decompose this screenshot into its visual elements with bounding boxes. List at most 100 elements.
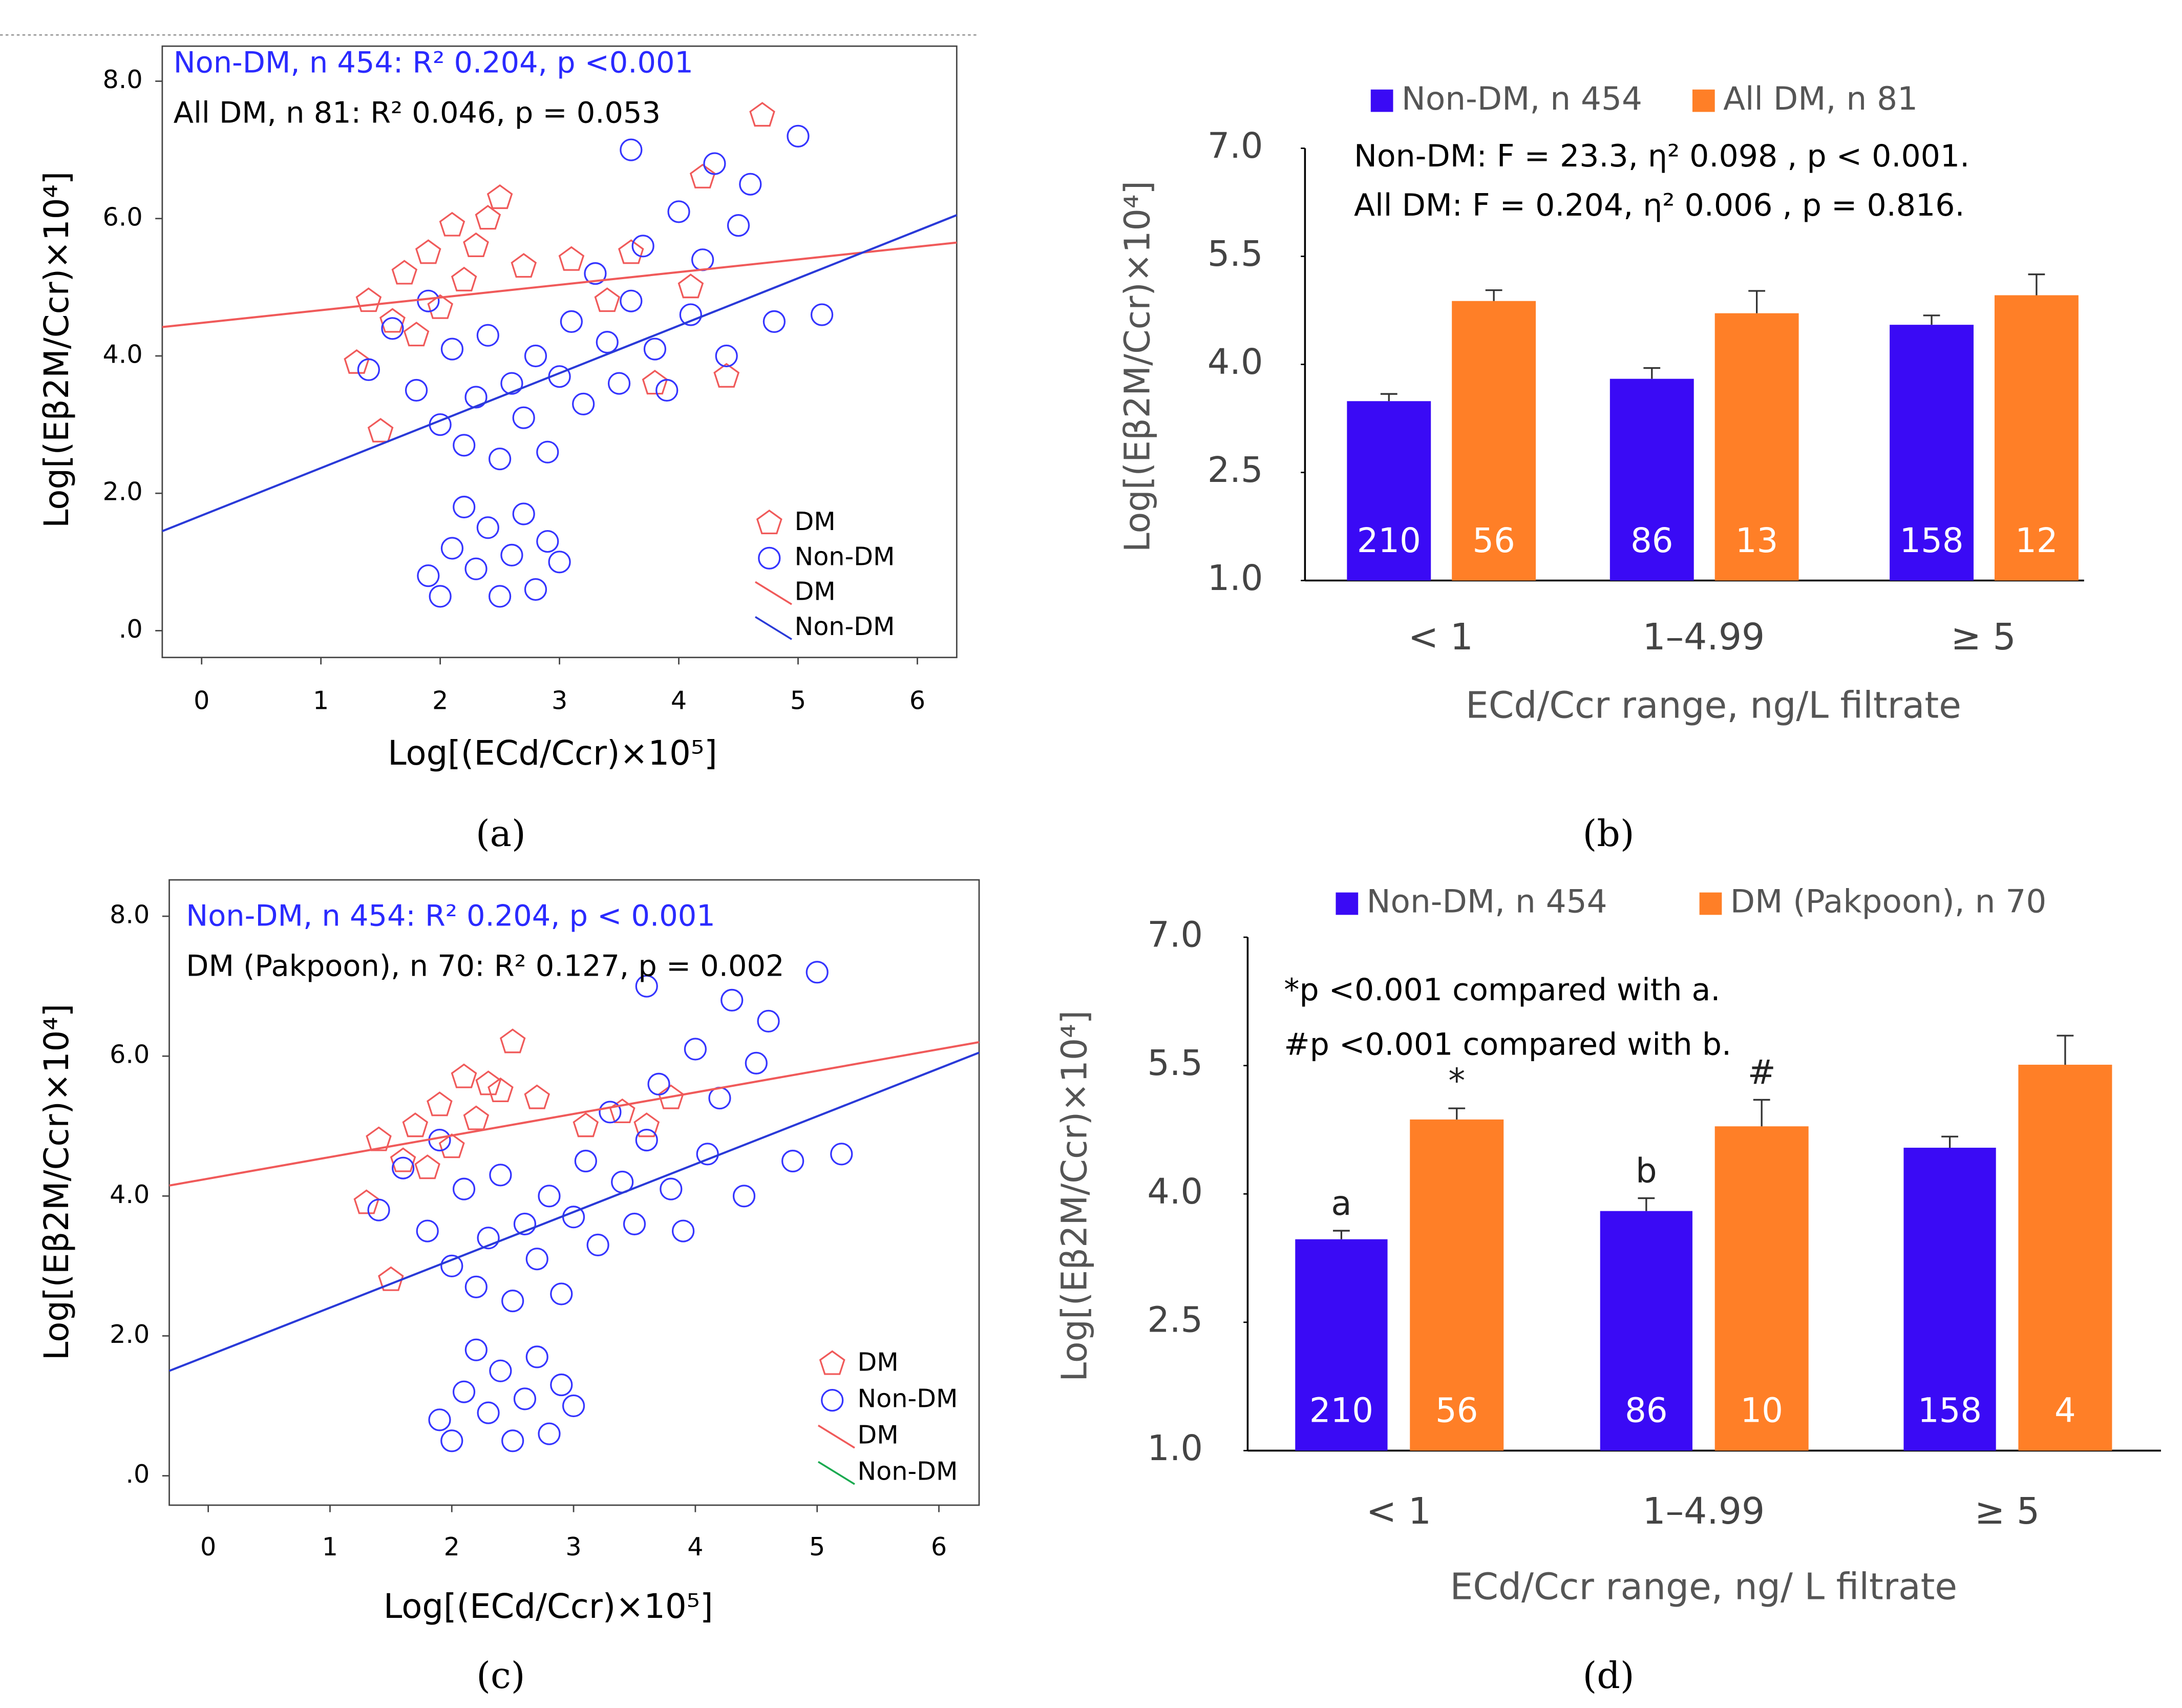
non-dm-point [440,338,464,361]
legend-swatch [1692,89,1715,112]
non-dm-point [501,1429,524,1452]
x-tick-label: 4 [671,686,687,715]
non-dm-point [381,317,404,340]
non-dm-point [671,1219,695,1242]
non-dm-point [525,1345,548,1368]
non-dm-point [721,988,744,1012]
legend-label: DM [857,1347,898,1377]
bar-letter: b [1636,1151,1657,1190]
x-tick-label: 1–4.99 [1642,1490,1765,1532]
bar-count: 86 [1630,521,1673,560]
bar-count: 158 [1899,521,1963,560]
panel-label: (d) [1583,1654,1635,1697]
dm-point [390,1147,416,1172]
non-dm-point [417,564,440,587]
bar-count: 158 [1918,1391,1982,1430]
bar-letter: * [1448,1062,1465,1101]
y-tick-label: 4.0 [1147,1172,1203,1212]
error-bar [1941,1135,1958,1148]
non-dm-point [452,1177,476,1200]
dm-point [391,260,418,285]
x-tick-label: 2 [432,686,448,715]
non-dm-point [453,434,476,457]
non-dm-point [440,537,464,560]
non-dm-point [500,543,523,567]
legend-marker [821,1388,844,1412]
error-bar [1643,367,1661,379]
x-tick-label: < 1 [1408,616,1473,658]
dm-point [415,239,441,264]
bar-count: 86 [1625,1391,1667,1430]
non-dm-point [512,502,535,525]
legend-label: Non-DM [857,1457,958,1486]
non-dm-point [679,303,702,326]
non-dm-point [586,1233,609,1257]
panel-label: (c) [476,1654,525,1697]
non-dm-point [524,578,547,601]
x-axis-label: Log[(ECd/Ccr)×10⁵] [388,734,717,773]
dm-point [367,418,394,442]
dm-point [414,1154,440,1179]
x-tick-label: < 1 [1366,1490,1431,1532]
y-tick-label: 7.0 [1147,915,1203,956]
non-dm-point [488,448,512,471]
non-dm-point [635,1128,658,1152]
legend-label: Non-DM [794,611,895,641]
bar [1347,401,1431,581]
non-dm-point [727,214,750,237]
y-tick-label: .0 [125,1459,150,1489]
legend-swatch [1336,892,1359,915]
fit-line [162,214,958,533]
dm-point [658,1084,684,1109]
dm-point [366,1126,392,1151]
legend-label: Non-DM [857,1384,958,1414]
non-dm-point [513,1212,537,1236]
non-dm-point [538,1422,561,1445]
fit-line [168,1051,980,1372]
non-dm-point [550,1373,573,1397]
dm-point [463,232,489,258]
non-dm-point [745,1051,768,1074]
y-tick-label: 5.5 [1207,234,1263,275]
y-tick-label: 1.0 [1147,1428,1203,1469]
bar [1410,1119,1504,1451]
x-tick-label: 1 [313,686,329,715]
non-dm-point [464,1338,488,1361]
non-dm-point [781,1149,804,1173]
non-dm-point [500,372,523,395]
legend-label: DM (Pakpoon), n 70 [1730,883,2047,920]
non-dm-point [512,406,535,429]
legend-marker [756,509,782,535]
dm-point [353,1189,380,1214]
x-tick-label: 0 [194,686,209,715]
dm-point [355,287,382,312]
plot-area [168,879,980,1506]
legend-label: DM [857,1420,898,1450]
y-tick-label: 7.0 [1207,126,1263,166]
non-dm-point [667,200,690,223]
y-tick-label: 4.0 [102,339,142,369]
y-tick-label: .0 [119,614,143,644]
x-axis-label: ECd/Ccr range, ng/L filtrate [1466,684,1961,727]
error-bar [1638,1197,1655,1211]
dm-point [344,349,370,374]
dm-point [573,1112,599,1137]
non-dm-point [620,289,643,312]
non-dm-point [574,1149,597,1173]
bar-letter: # [1748,1053,1776,1092]
non-dm-point [428,1408,451,1431]
bar [1600,1211,1692,1451]
legend-label: DM [794,507,835,536]
dm-point [594,287,621,312]
legend-marker [819,1350,845,1375]
dm-point [439,212,465,237]
non-dm-point [684,1038,707,1061]
non-dm-point [476,324,499,347]
non-dm-point [417,289,440,312]
non-dm-point [548,551,571,574]
legend-swatch [1699,892,1722,915]
legend-label: All DM, n 81 [1723,80,1918,117]
non-dm-point [367,1198,390,1221]
dm-point [618,239,644,264]
